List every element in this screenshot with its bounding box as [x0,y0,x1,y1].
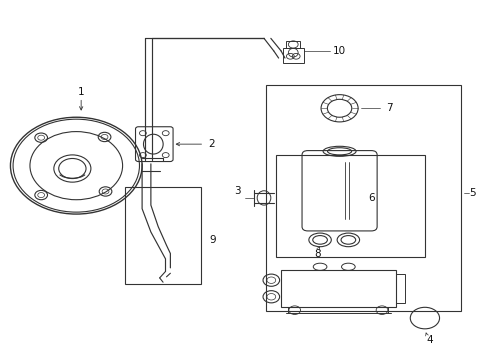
Text: 6: 6 [367,193,374,203]
Text: 8: 8 [314,248,320,258]
Bar [395,274,405,303]
Text: 3: 3 [233,186,240,196]
Text: 5: 5 [468,188,474,198]
Text: 2: 2 [208,139,214,149]
Text: 4: 4 [426,334,432,345]
Text: 10: 10 [332,46,346,56]
Bar [281,270,395,307]
Bar [266,85,461,311]
Text: 1: 1 [78,87,84,97]
Bar [125,187,200,284]
Text: 7: 7 [386,103,392,113]
Bar [286,41,300,48]
Text: 9: 9 [209,235,216,246]
Bar [276,155,424,257]
Bar [282,48,304,63]
